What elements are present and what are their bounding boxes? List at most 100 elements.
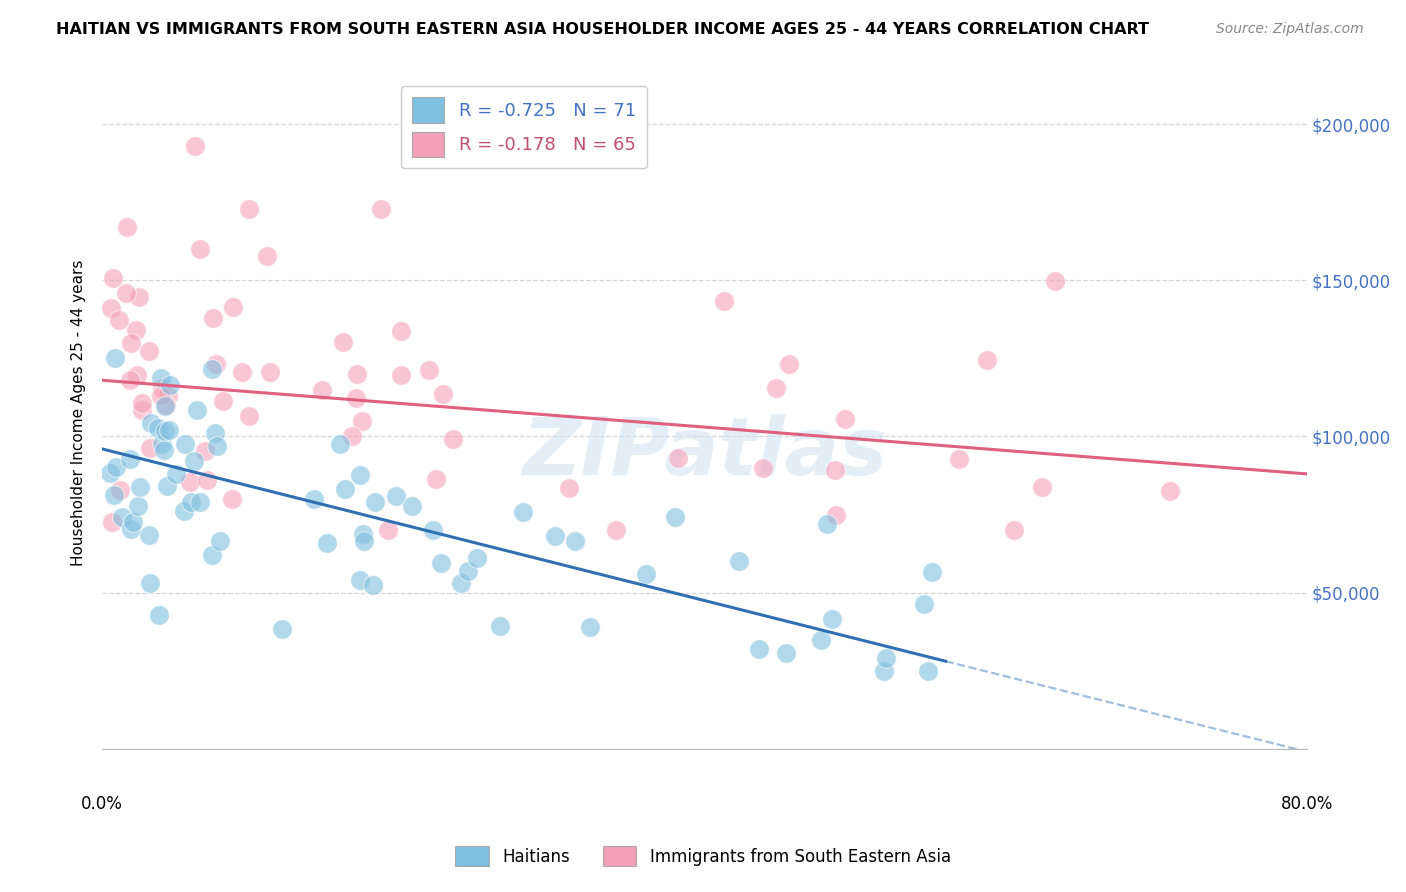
- Point: [165, 467, 187, 482]
- Point: [389, 325, 412, 339]
- Point: [173, 504, 195, 518]
- Point: [875, 651, 897, 665]
- Point: [131, 403, 153, 417]
- Point: [221, 491, 243, 506]
- Point: [202, 311, 225, 326]
- Point: [139, 416, 162, 430]
- Point: [238, 409, 260, 423]
- Point: [188, 242, 211, 256]
- Point: [139, 575, 162, 590]
- Point: [120, 451, 142, 466]
- Point: [104, 459, 127, 474]
- Point: [778, 357, 800, 371]
- Point: [129, 480, 152, 494]
- Point: [352, 527, 374, 541]
- Point: [204, 425, 226, 440]
- Point: [385, 489, 408, 503]
- Point: [101, 515, 124, 529]
- Point: [149, 370, 172, 384]
- Point: [122, 515, 145, 529]
- Point: [350, 414, 373, 428]
- Point: [302, 491, 325, 506]
- Text: ZIPatlas: ZIPatlas: [522, 414, 887, 492]
- Point: [271, 622, 294, 636]
- Point: [146, 420, 169, 434]
- Point: [174, 437, 197, 451]
- Point: [153, 424, 176, 438]
- Point: [315, 536, 337, 550]
- Point: [159, 378, 181, 392]
- Point: [361, 578, 384, 592]
- Point: [127, 499, 149, 513]
- Point: [183, 453, 205, 467]
- Point: [543, 529, 565, 543]
- Point: [834, 412, 856, 426]
- Point: [636, 566, 658, 581]
- Point: [104, 351, 127, 366]
- Point: [713, 294, 735, 309]
- Point: [377, 523, 399, 537]
- Point: [108, 483, 131, 497]
- Point: [976, 353, 998, 368]
- Point: [209, 533, 232, 548]
- Point: [329, 437, 352, 451]
- Point: [353, 533, 375, 548]
- Point: [148, 607, 170, 622]
- Point: [100, 301, 122, 315]
- Point: [344, 391, 367, 405]
- Point: [156, 479, 179, 493]
- Point: [131, 395, 153, 409]
- Point: [188, 495, 211, 509]
- Point: [201, 362, 224, 376]
- Point: [149, 389, 172, 403]
- Point: [231, 365, 253, 379]
- Point: [346, 367, 368, 381]
- Point: [184, 138, 207, 153]
- Legend: R = -0.725   N = 71, R = -0.178   N = 65: R = -0.725 N = 71, R = -0.178 N = 65: [401, 87, 647, 169]
- Point: [401, 499, 423, 513]
- Point: [121, 522, 143, 536]
- Point: [101, 270, 124, 285]
- Y-axis label: Householder Income Ages 25 - 44 years: Householder Income Ages 25 - 44 years: [72, 260, 86, 566]
- Point: [157, 423, 180, 437]
- Point: [211, 394, 233, 409]
- Point: [579, 620, 602, 634]
- Point: [921, 565, 943, 579]
- Point: [872, 664, 894, 678]
- Point: [605, 523, 627, 537]
- Point: [180, 495, 202, 509]
- Point: [128, 290, 150, 304]
- Point: [825, 508, 848, 522]
- Point: [1031, 480, 1053, 494]
- Point: [340, 429, 363, 443]
- Text: 80.0%: 80.0%: [1281, 796, 1333, 814]
- Legend: Haitians, Immigrants from South Eastern Asia: Haitians, Immigrants from South Eastern …: [449, 839, 957, 873]
- Point: [1002, 523, 1025, 537]
- Point: [201, 548, 224, 562]
- Point: [422, 523, 444, 537]
- Point: [457, 564, 479, 578]
- Point: [775, 646, 797, 660]
- Point: [117, 219, 139, 234]
- Point: [195, 473, 218, 487]
- Point: [194, 444, 217, 458]
- Point: [917, 664, 939, 678]
- Point: [467, 551, 489, 566]
- Point: [441, 432, 464, 446]
- Text: 0.0%: 0.0%: [82, 796, 124, 814]
- Point: [765, 381, 787, 395]
- Point: [332, 335, 354, 350]
- Point: [152, 443, 174, 458]
- Point: [311, 383, 333, 397]
- Point: [259, 366, 281, 380]
- Point: [810, 633, 832, 648]
- Point: [205, 439, 228, 453]
- Point: [349, 467, 371, 482]
- Point: [108, 312, 131, 326]
- Point: [127, 368, 149, 382]
- Point: [205, 357, 228, 371]
- Point: [349, 573, 371, 587]
- Point: [139, 441, 162, 455]
- Point: [157, 389, 180, 403]
- Point: [125, 323, 148, 337]
